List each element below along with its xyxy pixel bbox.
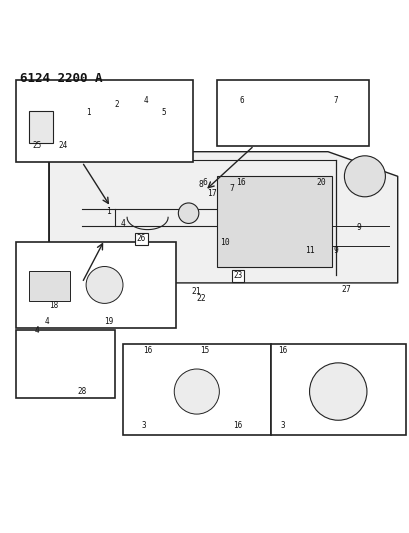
Bar: [29, 111, 53, 143]
Text: 1: 1: [85, 108, 90, 117]
Text: 19: 19: [104, 317, 113, 326]
Text: 26: 26: [137, 234, 146, 243]
Text: 6: 6: [202, 178, 207, 187]
Text: 16: 16: [143, 346, 152, 355]
Text: 9: 9: [355, 223, 360, 232]
Text: 18: 18: [49, 301, 58, 310]
Bar: [270, 344, 405, 434]
Circle shape: [309, 363, 366, 420]
Circle shape: [174, 369, 219, 414]
Text: 8: 8: [198, 180, 203, 189]
Text: 4: 4: [45, 317, 49, 326]
Text: 15: 15: [200, 346, 209, 355]
Circle shape: [86, 266, 123, 303]
Text: 21: 21: [191, 287, 200, 296]
Circle shape: [344, 156, 384, 197]
Circle shape: [178, 203, 198, 223]
Text: 9: 9: [333, 246, 338, 255]
Bar: [16, 80, 192, 162]
Text: 23: 23: [233, 271, 242, 280]
Text: 24: 24: [59, 141, 68, 150]
Bar: [29, 271, 70, 301]
Text: 25: 25: [32, 141, 41, 150]
Text: 10: 10: [219, 238, 229, 247]
Text: 11: 11: [304, 246, 314, 255]
Text: 4: 4: [120, 219, 125, 228]
Text: 27: 27: [341, 285, 351, 294]
Text: 2: 2: [114, 100, 119, 109]
Text: 1: 1: [106, 207, 111, 216]
Text: 16: 16: [233, 421, 242, 430]
Text: 5: 5: [161, 108, 166, 117]
Text: 7: 7: [333, 96, 338, 105]
Text: 3: 3: [141, 421, 146, 430]
Text: 16: 16: [278, 346, 287, 355]
Bar: [16, 242, 176, 328]
Text: 28: 28: [77, 387, 86, 396]
Text: 6: 6: [239, 96, 244, 105]
Text: 3: 3: [280, 421, 285, 430]
Polygon shape: [49, 152, 397, 283]
Bar: [217, 80, 368, 146]
Text: 4: 4: [143, 96, 148, 105]
Bar: [217, 176, 331, 266]
Bar: [123, 344, 270, 434]
Bar: [16, 330, 115, 398]
Text: 7: 7: [229, 184, 234, 193]
Text: 6124 2200 A: 6124 2200 A: [20, 72, 103, 85]
Text: 16: 16: [236, 178, 245, 187]
Text: 17: 17: [207, 189, 217, 198]
Text: 22: 22: [196, 294, 206, 303]
Text: 20: 20: [315, 178, 325, 187]
Text: 4: 4: [34, 326, 39, 335]
